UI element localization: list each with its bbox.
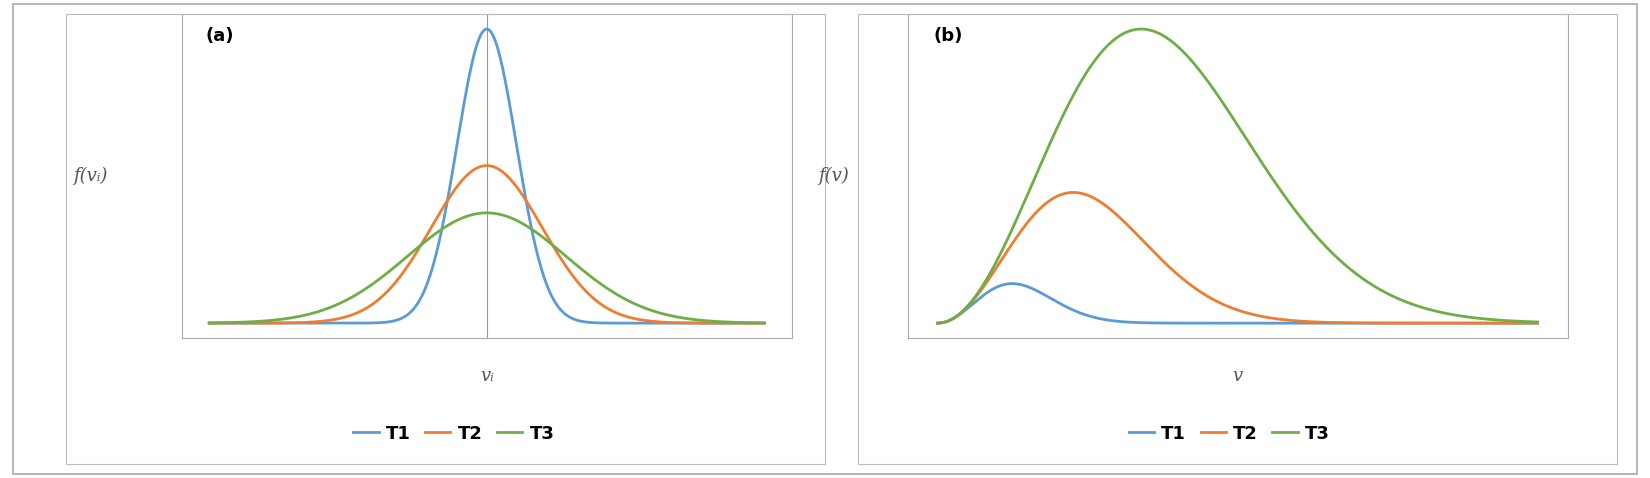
Line: T2: T2 bbox=[210, 165, 764, 323]
T2 bbox=[644, 318, 663, 324]
Text: (a): (a) bbox=[206, 27, 234, 45]
T1 bbox=[754, 320, 774, 326]
T2 bbox=[424, 220, 444, 226]
T3 bbox=[1407, 303, 1427, 309]
T1 bbox=[1528, 320, 1548, 326]
T3 bbox=[200, 320, 219, 326]
T1 bbox=[477, 26, 497, 32]
Line: T2: T2 bbox=[937, 193, 1538, 323]
T3 bbox=[754, 320, 774, 326]
T2 bbox=[256, 320, 276, 326]
T3 bbox=[424, 232, 444, 238]
T2 bbox=[444, 188, 464, 194]
T1 bbox=[444, 162, 464, 167]
T1 bbox=[1407, 320, 1427, 326]
T2 bbox=[1063, 190, 1082, 196]
T2 bbox=[581, 293, 601, 299]
Text: f(vᵢ): f(vᵢ) bbox=[74, 167, 107, 185]
T2 bbox=[754, 320, 774, 326]
T3 bbox=[581, 274, 601, 280]
Legend: T1, T2, T3: T1, T2, T3 bbox=[346, 417, 561, 450]
Text: f(v): f(v) bbox=[818, 167, 848, 185]
T1 bbox=[632, 320, 652, 326]
T3 bbox=[1528, 319, 1548, 325]
T2 bbox=[988, 261, 1008, 267]
Line: T3: T3 bbox=[210, 213, 764, 323]
T1 bbox=[256, 320, 276, 326]
Text: v: v bbox=[1233, 367, 1242, 385]
T3 bbox=[1172, 46, 1191, 52]
T1 bbox=[644, 320, 663, 326]
T1 bbox=[1002, 281, 1021, 286]
T1 bbox=[581, 320, 601, 326]
T2 bbox=[1193, 290, 1213, 296]
T3 bbox=[632, 304, 652, 310]
T2 bbox=[632, 317, 652, 323]
T3 bbox=[256, 318, 276, 324]
T3 bbox=[988, 254, 1008, 260]
T1 bbox=[988, 283, 1008, 289]
Text: vᵢ: vᵢ bbox=[480, 367, 493, 385]
T3 bbox=[1193, 71, 1213, 77]
T2 bbox=[1396, 320, 1416, 326]
T3 bbox=[477, 210, 497, 216]
T3 bbox=[1340, 266, 1360, 272]
Text: (b): (b) bbox=[934, 27, 964, 45]
Legend: T1, T2, T3: T1, T2, T3 bbox=[1122, 417, 1336, 450]
T2 bbox=[1407, 320, 1427, 326]
T2 bbox=[1172, 274, 1191, 280]
T1 bbox=[1340, 320, 1360, 326]
T1 bbox=[200, 320, 219, 326]
T1 bbox=[1172, 320, 1191, 326]
T3 bbox=[1396, 299, 1416, 304]
T2 bbox=[1528, 320, 1548, 326]
T3 bbox=[1132, 26, 1152, 32]
T3 bbox=[444, 219, 464, 225]
Line: T3: T3 bbox=[937, 29, 1538, 323]
Line: T1: T1 bbox=[937, 283, 1538, 323]
T3 bbox=[927, 320, 947, 326]
T1 bbox=[1396, 320, 1416, 326]
T2 bbox=[1340, 320, 1360, 326]
T2 bbox=[200, 320, 219, 326]
T2 bbox=[477, 163, 497, 168]
T1 bbox=[1193, 320, 1213, 326]
T3 bbox=[644, 308, 663, 314]
T2 bbox=[927, 320, 947, 326]
Line: T1: T1 bbox=[210, 29, 764, 323]
T1 bbox=[424, 261, 444, 266]
T1 bbox=[927, 320, 947, 326]
